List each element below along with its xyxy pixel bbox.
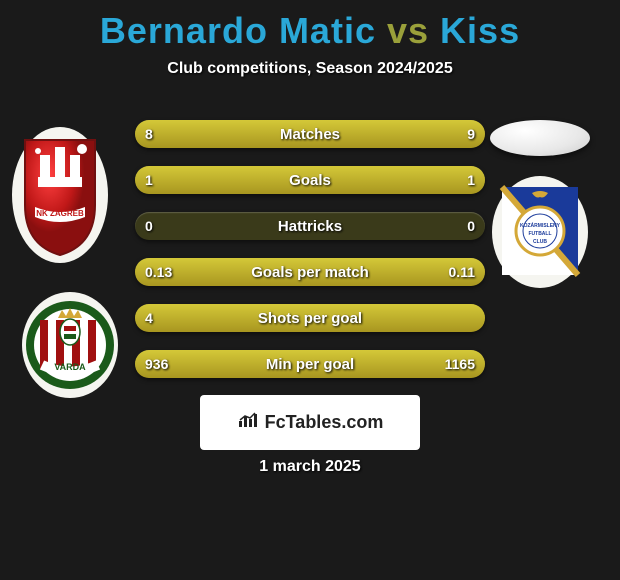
stat-row: 0 Hattricks 0 [135,212,485,240]
stat-value-right: 1165 [445,350,475,378]
stat-row: 0.13 Goals per match 0.11 [135,258,485,286]
stats-container: 8 Matches 9 1 Goals 1 0 Hattricks 0 0.13… [135,120,485,396]
svg-text:NK ZAGREB: NK ZAGREB [36,209,84,218]
vs-text: vs [387,10,429,51]
page-title: Bernardo Matic vs Kiss [0,0,620,52]
stat-row: 4 Shots per goal [135,304,485,332]
stat-value-right: 9 [467,120,475,148]
svg-text:KOZÁRMISLENY: KOZÁRMISLENY [520,222,561,229]
stat-label: Goals per match [135,258,485,286]
stat-value-right: 1 [467,166,475,194]
club-badge-left-2: VARDA [20,290,120,400]
svg-text:VARDA: VARDA [54,362,86,372]
club-badge-right-1: KOZÁRMISLENY FUTBALL CLUB [490,175,590,290]
date-text: 1 march 2025 [0,458,620,476]
chart-icon [237,411,259,434]
stat-row: 8 Matches 9 [135,120,485,148]
stat-row: 936 Min per goal 1165 [135,350,485,378]
player1-name: Bernardo Matic [100,10,376,51]
stat-label: Min per goal [135,350,485,378]
player2-name: Kiss [440,10,520,51]
stat-label: Goals [135,166,485,194]
stat-label: Matches [135,120,485,148]
stat-value-right: 0.11 [449,258,475,286]
logo-text: FcTables.com [265,412,384,433]
stat-row: 1 Goals 1 [135,166,485,194]
svg-text:FUTBALL: FUTBALL [528,231,551,237]
club-badge-right-ellipse [490,120,590,156]
stat-value-right: 0 [467,212,475,240]
subtitle: Club competitions, Season 2024/2025 [0,60,620,78]
stat-label: Shots per goal [135,304,485,332]
stat-label: Hattricks [135,212,485,240]
club-badge-left-1: NK ZAGREB [10,125,110,265]
svg-text:CLUB: CLUB [533,239,547,245]
fctables-logo[interactable]: FcTables.com [200,395,420,450]
